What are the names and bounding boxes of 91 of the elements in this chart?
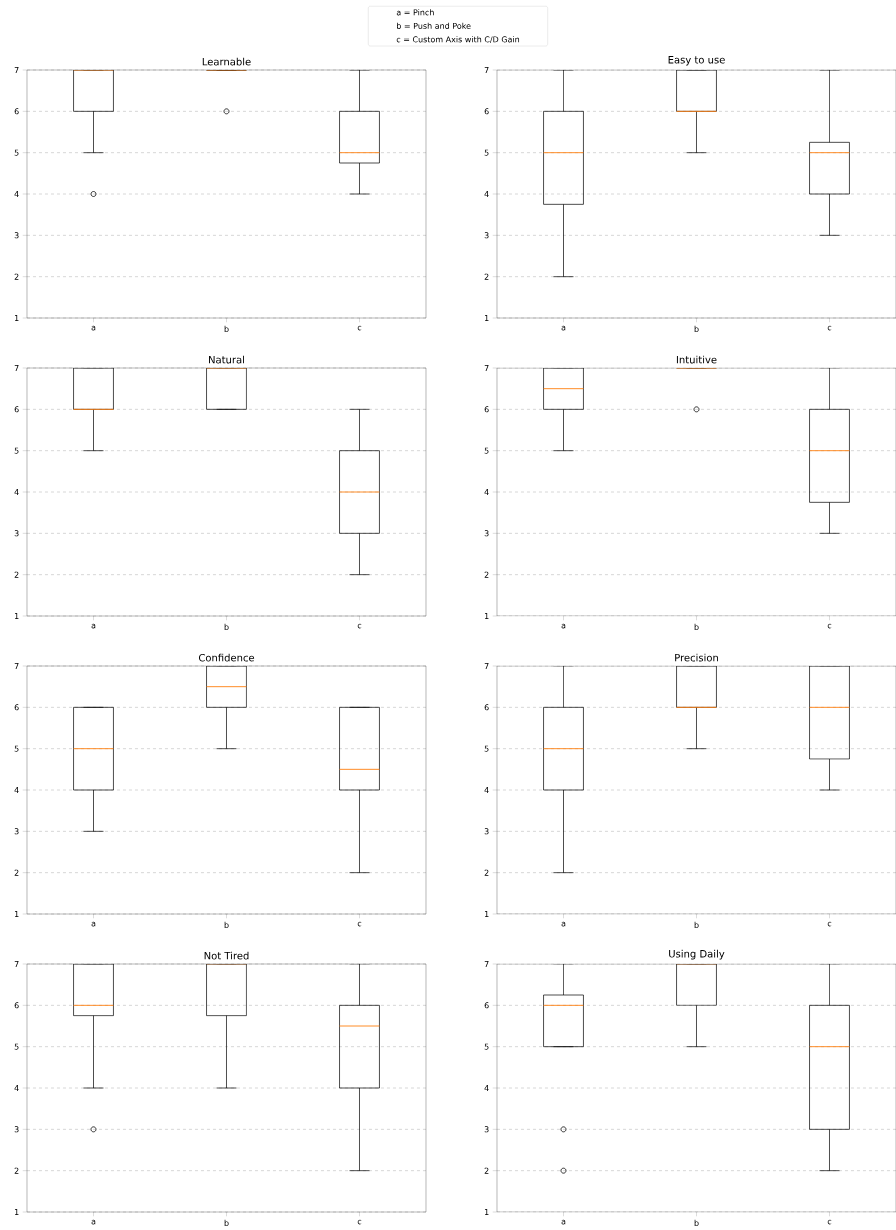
y-tick-label: 7 [14, 961, 19, 967]
y-tick-label: 4 [484, 191, 489, 197]
y-tick-label: 1 [14, 613, 19, 619]
y-tick-label: 2 [484, 1167, 489, 1174]
y-tick-label: 2 [484, 869, 489, 876]
y-tick-label: 4 [14, 191, 19, 197]
x-tick-label: b [694, 325, 699, 332]
x-tick-label: b [694, 623, 699, 630]
y-tick-label: 5 [14, 447, 19, 454]
x-tick-label: b [224, 1219, 229, 1226]
x-tick-label: a [561, 921, 566, 927]
y-tick-label: 7 [14, 67, 19, 73]
y-tick-label: 6 [484, 406, 489, 413]
y-tick-label: 6 [14, 1002, 19, 1009]
x-tick-label: b [694, 921, 699, 928]
y-tick-label: 5 [484, 149, 489, 156]
chart-title: Precision [675, 653, 718, 662]
y-tick-label: 4 [14, 489, 19, 495]
x-tick-label: a [91, 1219, 96, 1225]
y-tick-label: 4 [14, 787, 19, 793]
y-tick-label: 3 [14, 1126, 19, 1133]
y-tick-label: 3 [484, 530, 489, 537]
y-tick-label: 1 [484, 1209, 489, 1215]
x-tick-label: c [357, 325, 362, 331]
y-tick-label: 3 [484, 1126, 489, 1133]
chart-title: Not Tired [204, 951, 249, 960]
y-tick-label: 3 [484, 828, 489, 835]
y-tick-label: 1 [484, 315, 489, 321]
y-tick-label: 5 [14, 745, 19, 752]
y-tick-label: 6 [14, 406, 19, 413]
x-tick-label: c [357, 921, 362, 927]
y-tick-label: 2 [14, 1167, 19, 1174]
x-tick-label: a [561, 623, 566, 629]
y-tick-label: 2 [14, 869, 19, 876]
y-tick-label: 5 [14, 149, 19, 156]
chart-title: Easy to use [668, 56, 725, 66]
y-tick-label: 4 [484, 1085, 489, 1091]
y-tick-label: 5 [484, 745, 489, 752]
x-tick-label: c [827, 1219, 832, 1225]
chart-title: Using Daily [669, 949, 725, 960]
y-tick-label: 7 [484, 961, 489, 967]
y-tick-label: 6 [14, 704, 19, 711]
y-tick-label: 7 [14, 663, 19, 669]
y-tick-label: 2 [14, 571, 19, 578]
chart-title: Learnable [202, 57, 251, 66]
x-tick-label: a [91, 623, 96, 629]
x-tick-label: c [827, 325, 832, 331]
y-tick-label: 6 [484, 108, 489, 115]
y-tick-label: 1 [484, 613, 489, 619]
x-tick-label: b [224, 623, 229, 630]
y-tick-label: 7 [484, 67, 489, 73]
x-tick-label: a [91, 921, 96, 927]
y-tick-label: 2 [484, 571, 489, 578]
y-tick-label: 1 [14, 315, 19, 321]
x-tick-label: a [91, 325, 96, 331]
x-tick-label: c [827, 921, 832, 927]
text: a = Pinch [396, 9, 434, 16]
y-tick-label: 7 [484, 663, 489, 669]
y-tick-label: 4 [484, 489, 489, 495]
chart-title: Intuitive [676, 355, 717, 364]
y-tick-label: 6 [484, 704, 489, 711]
chart-title: Natural [208, 355, 244, 364]
y-tick-label: 7 [484, 365, 489, 371]
y-tick-label: 2 [484, 273, 489, 280]
y-tick-label: 3 [484, 232, 489, 239]
x-tick-label: a [561, 325, 566, 331]
x-tick-label: a [561, 1219, 566, 1225]
x-tick-label: c [827, 623, 832, 629]
chart-title: Confidence [198, 653, 254, 662]
y-tick-label: 7 [14, 365, 19, 371]
y-tick-label: 3 [14, 232, 19, 239]
y-tick-label: 4 [484, 787, 489, 793]
x-tick-label: c [357, 623, 362, 629]
y-tick-label: 4 [14, 1085, 19, 1091]
y-tick-label: 5 [484, 447, 489, 454]
y-tick-label: 6 [484, 1002, 489, 1009]
y-tick-label: 3 [14, 530, 19, 537]
y-tick-label: 1 [484, 911, 489, 917]
y-tick-label: 3 [14, 828, 19, 835]
text: b = Push and Poke [396, 22, 471, 29]
text: c = Custom Axis with C/D Gain [396, 36, 519, 44]
x-tick-label: b [224, 921, 229, 928]
y-tick-label: 1 [14, 1209, 19, 1215]
x-tick-label: c [357, 1219, 362, 1225]
y-tick-label: 1 [14, 911, 19, 917]
y-tick-label: 2 [14, 273, 19, 280]
y-tick-label: 5 [14, 1043, 19, 1050]
y-tick-label: 5 [484, 1043, 489, 1050]
x-tick-label: b [694, 1219, 699, 1226]
y-tick-label: 6 [14, 108, 19, 115]
x-tick-label: b [224, 325, 229, 332]
